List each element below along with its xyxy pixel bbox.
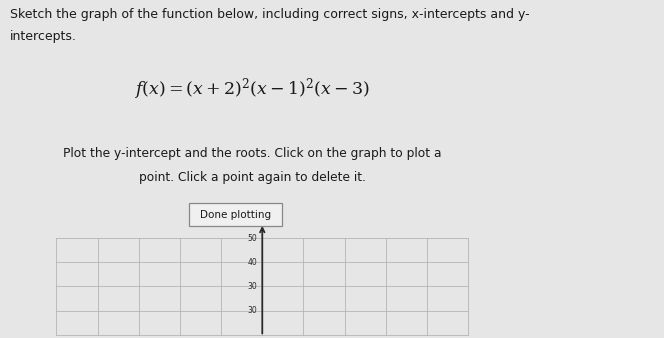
Text: 30: 30 (247, 282, 257, 291)
Text: Plot the y-intercept and the roots. Click on the graph to plot a: Plot the y-intercept and the roots. Clic… (63, 147, 442, 160)
Text: $f(x) = (x+2)^2(x-1)^2(x-3)$: $f(x) = (x+2)^2(x-1)^2(x-3)$ (134, 76, 371, 102)
Text: y: y (260, 210, 265, 220)
Text: Sketch the graph of the function below, including correct signs, x-intercepts an: Sketch the graph of the function below, … (10, 8, 530, 21)
Text: 30: 30 (247, 306, 257, 315)
Text: point. Click a point again to delete it.: point. Click a point again to delete it. (139, 171, 366, 184)
Text: Done plotting: Done plotting (200, 210, 272, 220)
FancyBboxPatch shape (189, 203, 282, 226)
Text: 40: 40 (247, 258, 257, 267)
Text: 50: 50 (247, 234, 257, 243)
Text: intercepts.: intercepts. (10, 30, 77, 43)
